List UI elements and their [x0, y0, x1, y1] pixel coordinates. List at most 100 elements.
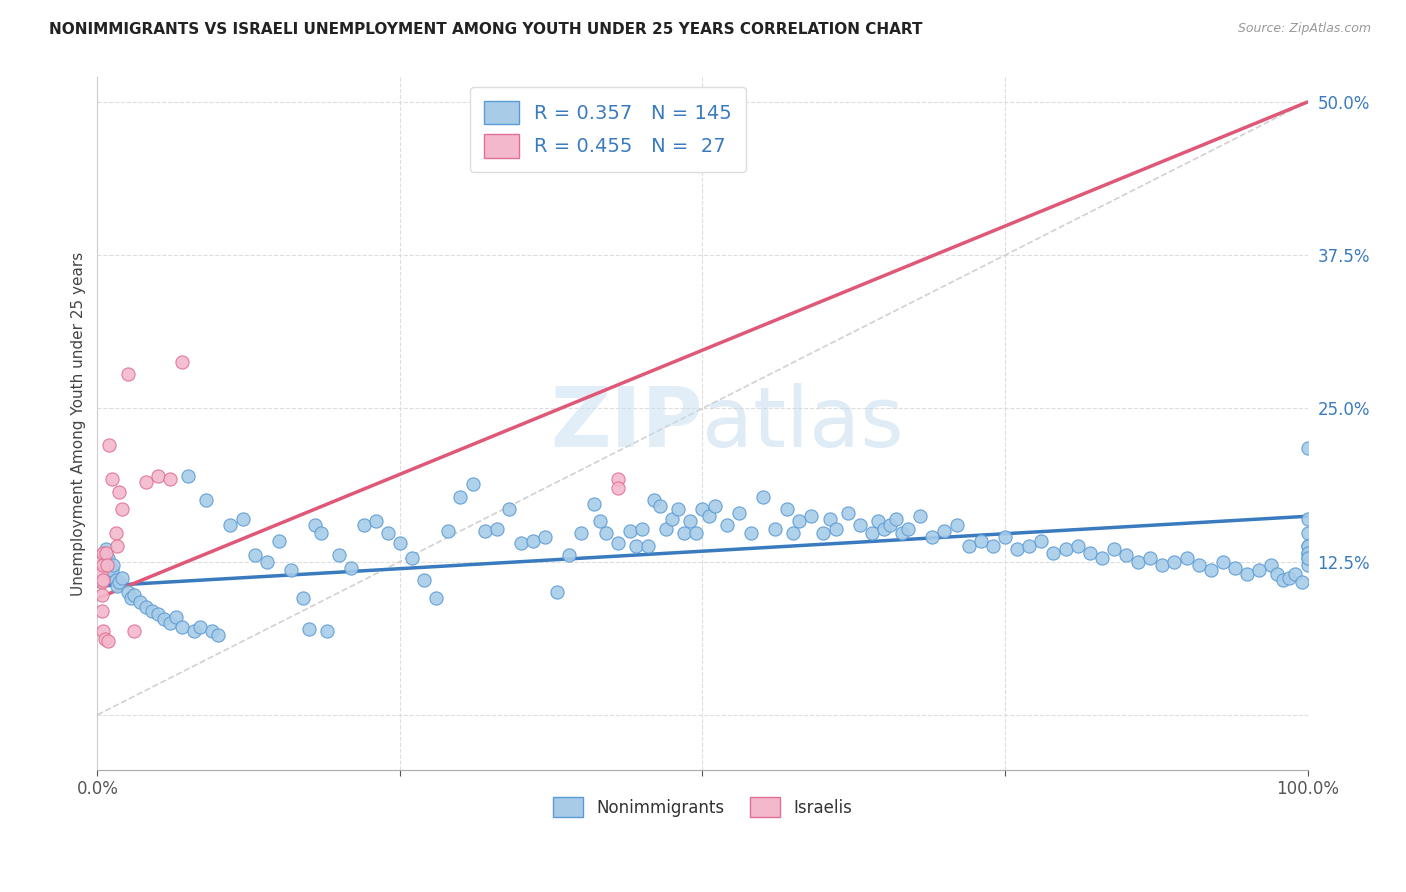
Point [824, 522, 846, 536]
Point [860, 526, 883, 541]
Point [661, 512, 683, 526]
Point [1091, 550, 1114, 565]
Point [377, 526, 399, 541]
Text: NONIMMIGRANTS VS ISRAELI UNEMPLOYMENT AMONG YOUTH UNDER 25 YEARS CORRELATION CHA: NONIMMIGRANTS VS ISRAELI UNEMPLOYMENT AM… [49, 22, 922, 37]
Point [673, 526, 696, 541]
Text: atlas: atlas [703, 384, 904, 464]
Point [1152, 558, 1174, 573]
Point [128, 595, 150, 609]
Point [98, 566, 121, 581]
Point [474, 524, 496, 538]
Point [534, 530, 557, 544]
Point [1296, 539, 1319, 553]
Point [104, 573, 127, 587]
Point [1078, 546, 1101, 560]
Point [90, 566, 112, 581]
Point [606, 536, 628, 550]
Point [945, 517, 967, 532]
Point [776, 502, 799, 516]
Point [1296, 441, 1319, 455]
Point [981, 539, 1004, 553]
Point [606, 481, 628, 495]
Point [1272, 573, 1295, 587]
Point [146, 468, 169, 483]
Point [740, 526, 762, 541]
Point [108, 575, 131, 590]
Point [1260, 558, 1282, 573]
Point [159, 615, 181, 630]
Point [624, 539, 647, 553]
Point [298, 622, 321, 636]
Point [643, 493, 665, 508]
Point [697, 509, 720, 524]
Point [437, 524, 460, 538]
Point [120, 591, 142, 606]
Point [170, 355, 193, 369]
Point [135, 599, 157, 614]
Point [1031, 533, 1053, 548]
Point [558, 549, 581, 563]
Point [449, 490, 471, 504]
Point [970, 533, 993, 548]
Point [666, 502, 689, 516]
Point [921, 530, 943, 544]
Point [91, 604, 114, 618]
Point [703, 500, 725, 514]
Point [159, 473, 181, 487]
Point [1139, 550, 1161, 565]
Point [328, 549, 350, 563]
Point [1188, 558, 1211, 573]
Point [93, 558, 115, 573]
Point [188, 619, 211, 633]
Point [1126, 555, 1149, 569]
Point [1066, 539, 1088, 553]
Point [782, 526, 804, 541]
Point [498, 502, 520, 516]
Point [340, 560, 363, 574]
Point [96, 558, 118, 573]
Point [93, 546, 115, 560]
Text: ZIP: ZIP [550, 384, 703, 464]
Point [873, 522, 896, 536]
Point [910, 509, 932, 524]
Point [117, 367, 139, 381]
Point [425, 591, 447, 606]
Point [232, 512, 254, 526]
Point [207, 628, 229, 642]
Point [141, 604, 163, 618]
Point [692, 502, 714, 516]
Point [1284, 566, 1306, 581]
Point [716, 517, 738, 532]
Point [461, 477, 484, 491]
Point [94, 546, 117, 560]
Point [588, 514, 610, 528]
Point [105, 579, 128, 593]
Point [1199, 563, 1222, 577]
Point [994, 530, 1017, 544]
Point [1005, 542, 1028, 557]
Point [93, 549, 115, 563]
Point [304, 517, 326, 532]
Point [866, 514, 889, 528]
Point [752, 490, 775, 504]
Point [267, 533, 290, 548]
Point [117, 585, 139, 599]
Point [1296, 526, 1319, 541]
Point [818, 512, 841, 526]
Point [309, 526, 332, 541]
Point [122, 588, 145, 602]
Point [1296, 546, 1319, 560]
Point [105, 539, 128, 553]
Point [763, 522, 786, 536]
Point [800, 509, 823, 524]
Point [787, 514, 810, 528]
Point [727, 506, 749, 520]
Point [934, 524, 956, 538]
Point [648, 500, 671, 514]
Point [183, 624, 205, 639]
Point [97, 634, 120, 648]
Point [94, 542, 117, 557]
Point [135, 475, 157, 489]
Point [571, 526, 593, 541]
Point [98, 560, 121, 574]
